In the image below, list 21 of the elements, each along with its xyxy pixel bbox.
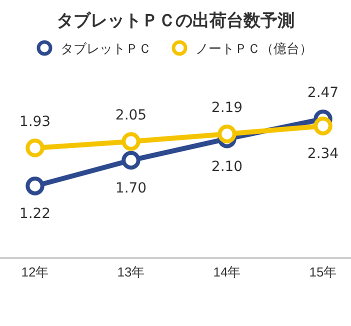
data-label: 1.70 — [115, 180, 147, 196]
x-tick-label: 12年 — [21, 264, 49, 280]
point — [218, 124, 236, 144]
legend-label: ノートＰＣ（億台） — [196, 42, 312, 57]
legend-label: タブレットＰＣ — [60, 42, 152, 57]
point — [122, 132, 140, 151]
point — [314, 116, 332, 136]
chart-title: タブレットＰＣの出荷台数予測 — [56, 11, 294, 31]
data-label: 2.10 — [211, 158, 243, 175]
x-tick-label: 14年 — [213, 264, 241, 280]
data-label: 2.19 — [211, 100, 243, 116]
data-label: 2.05 — [115, 108, 147, 124]
data-label: 2.47 — [307, 85, 339, 101]
point — [26, 176, 44, 196]
point — [122, 150, 140, 170]
x-tick-label: 15年 — [309, 264, 337, 280]
data-label: 2.34 — [307, 146, 339, 162]
point — [26, 138, 44, 158]
data-label: 1.22 — [19, 206, 51, 222]
x-tick-label: 13年 — [117, 264, 145, 280]
data-label: 1.93 — [19, 114, 51, 130]
